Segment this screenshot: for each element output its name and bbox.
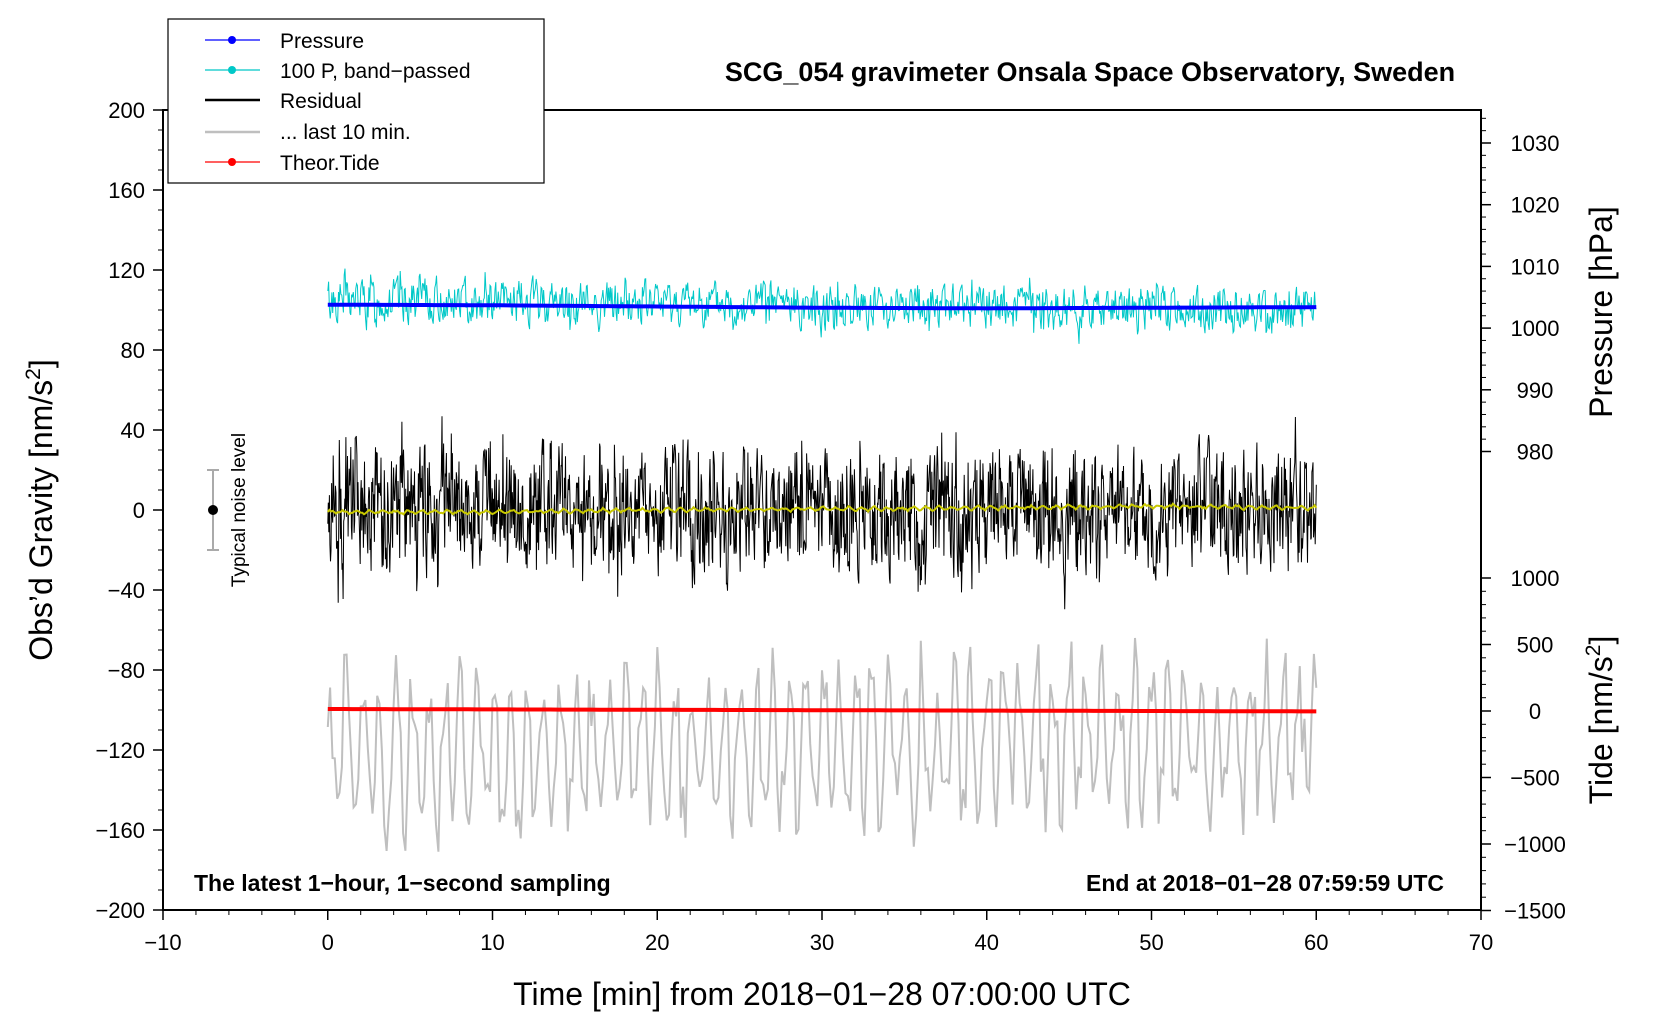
y-axis-label-left-end: ] [23,359,59,368]
y-left-tick-label: 0 [133,498,145,523]
y-left-tick-label: −80 [108,658,145,683]
series-residual [327,416,1317,610]
legend-label-residual: Residual [280,90,362,113]
tick-layer: −10 0 10 20 30 40 50 60 7020016012080400−40−80−1… [95,98,1565,955]
legend-label-last10: ... last 10 min. [280,121,411,144]
series-smoothed-residual [327,502,1318,517]
x-tick-label: 10 [480,930,504,955]
legend-dot-tide [228,158,236,166]
series-last-10-min [326,637,1318,852]
tide-tick-label: −1500 [1504,899,1566,924]
tide-tick-label: 1000 [1511,566,1560,591]
x-tick-label: 60 [1304,930,1328,955]
pressure-tick-label: 1000 [1511,316,1560,341]
y-left-tick-label: 200 [108,98,145,123]
legend-item-tide: Theor.Tide [205,152,380,175]
legend-label-pressure: Pressure [280,30,364,53]
annotation-right: End at 2018−01−28 07:59:59 UTC [1086,870,1444,896]
pressure-tick-label: 1030 [1511,131,1560,156]
noise-bar-label: Typical noise level [229,433,250,587]
y-left-tick-label: −40 [108,578,145,603]
series-pressure [327,302,1317,311]
chart-title: SCG_054 gravimeter Onsala Space Observat… [725,57,1455,87]
y-axis-label-left-sup: 2 [22,368,45,380]
legend-label-tide: Theor.Tide [280,152,380,175]
pressure-tick-label: 990 [1517,378,1554,403]
y-left-tick-label: −200 [95,898,145,923]
y-axis-label-pressure: Pressure [hPa] [1583,206,1619,418]
tide-tick-label: −500 [1510,766,1560,791]
y-left-tick-label: −160 [95,818,145,843]
pressure-tick-label: 980 [1517,440,1554,465]
legend: Pressure 100 P, band−passed Residual ...… [167,18,545,184]
legend-dot-bandpassed [228,66,236,74]
y-left-tick-label: 160 [108,178,145,203]
tide-tick-label: 0 [1529,699,1541,724]
y-axis-label-tide-end: ] [1583,636,1619,645]
legend-item-residual: Residual [205,90,362,113]
pressure-tick-label: 1020 [1511,193,1560,218]
y-left-tick-label: −120 [95,738,145,763]
y-axis-label-tide: Tide [nm/s2] [1582,636,1619,805]
x-tick-label: 70 [1469,930,1493,955]
y-left-tick-label: 40 [121,418,145,443]
x-tick-label: 40 [975,930,999,955]
x-tick-label: 20 [645,930,669,955]
y-left-tick-label: 120 [108,258,145,283]
series-theor-tide [327,707,1317,714]
tide-tick-label: −1000 [1504,832,1566,857]
noise-bar: Typical noise level [207,433,250,587]
pressure-tick-label: 1010 [1511,254,1560,279]
y-axis-label-tide-sup: 2 [1582,645,1605,657]
x-axis-label: Time [min] from 2018−01−28 07:00:00 UTC [513,976,1131,1012]
noise-bar-center-dot [208,505,218,515]
legend-item-bandpassed: 100 P, band−passed [205,60,471,83]
y-axis-label-left-main: Obs’d Gravity [nm/s [23,380,59,661]
legend-dot-pressure [228,36,236,44]
series-band-passed-pressure [327,268,1317,344]
legend-item-last10: ... last 10 min. [205,121,411,144]
y-left-tick-label: 80 [121,338,145,363]
series-layer [326,268,1318,852]
tide-tick-label: 500 [1517,633,1554,658]
legend-label-bandpassed: 100 P, band−passed [280,60,471,83]
annotation-left: The latest 1−hour, 1−second sampling [194,870,611,896]
x-tick-label: 0 [322,930,334,955]
x-tick-label: 50 [1139,930,1163,955]
legend-item-pressure: Pressure [205,30,364,53]
y-axis-label-left: Obs’d Gravity [nm/s2] [22,359,59,661]
x-tick-label: −10 [144,930,181,955]
x-tick-label: 30 [810,930,834,955]
y-axis-label-tide-main: Tide [nm/s [1583,656,1619,804]
